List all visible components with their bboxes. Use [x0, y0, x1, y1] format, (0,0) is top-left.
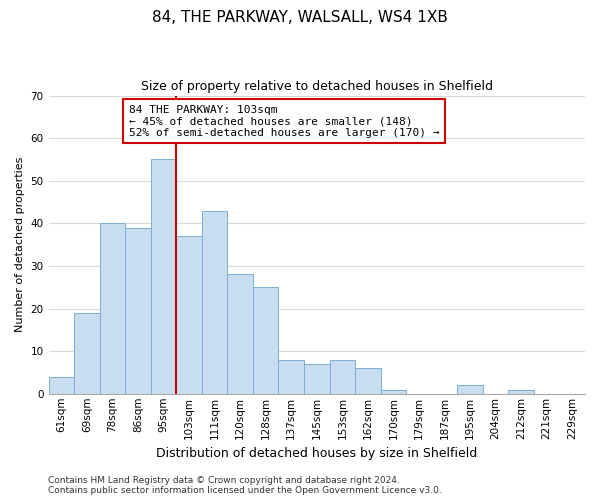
Text: 84, THE PARKWAY, WALSALL, WS4 1XB: 84, THE PARKWAY, WALSALL, WS4 1XB [152, 10, 448, 25]
Text: 84 THE PARKWAY: 103sqm
← 45% of detached houses are smaller (148)
52% of semi-de: 84 THE PARKWAY: 103sqm ← 45% of detached… [129, 104, 440, 138]
Text: Contains HM Land Registry data © Crown copyright and database right 2024.
Contai: Contains HM Land Registry data © Crown c… [48, 476, 442, 495]
Bar [355, 368, 380, 394]
Bar [151, 160, 176, 394]
Bar [508, 390, 534, 394]
Bar [202, 210, 227, 394]
Bar [100, 224, 125, 394]
Bar [253, 288, 278, 394]
Bar [304, 364, 329, 394]
Bar [380, 390, 406, 394]
Bar [125, 228, 151, 394]
Bar [329, 360, 355, 394]
Y-axis label: Number of detached properties: Number of detached properties [15, 157, 25, 332]
Bar [278, 360, 304, 394]
Bar [49, 376, 74, 394]
Bar [457, 385, 483, 394]
Title: Size of property relative to detached houses in Shelfield: Size of property relative to detached ho… [141, 80, 493, 93]
Bar [176, 236, 202, 394]
Bar [227, 274, 253, 394]
X-axis label: Distribution of detached houses by size in Shelfield: Distribution of detached houses by size … [156, 447, 478, 460]
Bar [74, 313, 100, 394]
